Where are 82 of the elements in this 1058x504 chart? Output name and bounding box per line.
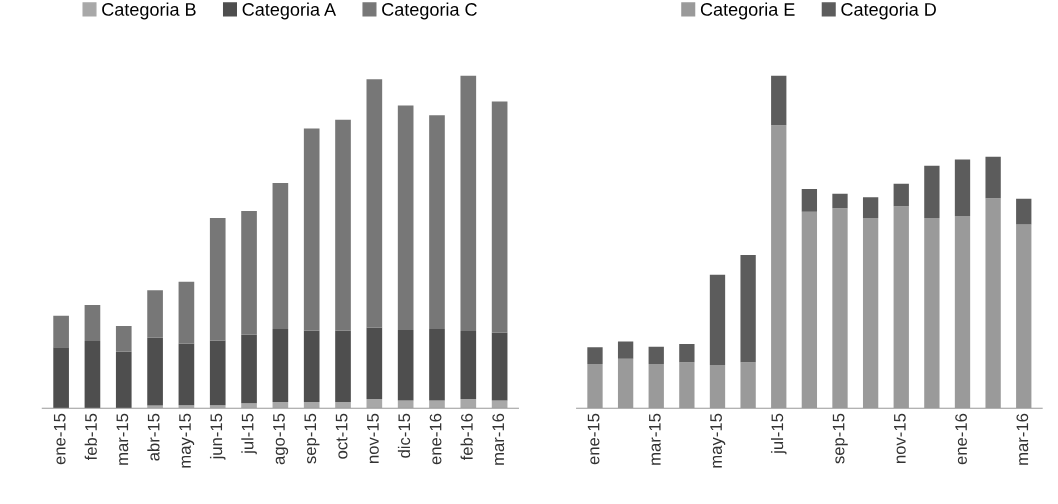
- bar: [709, 274, 726, 365]
- bar: [679, 344, 695, 363]
- bar: [209, 405, 226, 409]
- x-tick-label: mar-15: [116, 413, 129, 465]
- x-tick-label: may-15: [710, 413, 726, 468]
- bar: [740, 254, 756, 363]
- bar: [771, 75, 787, 126]
- bar: [862, 197, 879, 218]
- x-tick-label: oct-15: [335, 413, 348, 459]
- bar: [985, 156, 1001, 199]
- x-tick-label: nov-15: [367, 413, 379, 463]
- bar: [587, 347, 603, 364]
- bar: [53, 315, 69, 348]
- bar: [397, 105, 414, 331]
- x-tick-label: mar-16: [492, 413, 505, 465]
- bar: [147, 337, 163, 406]
- x-tick-label: ene-15: [587, 413, 600, 465]
- bar: [272, 329, 289, 402]
- x-tick-label: ene-16: [429, 413, 442, 465]
- bar: [491, 332, 508, 401]
- bar: [429, 115, 445, 330]
- bar: [335, 119, 351, 331]
- bar: [303, 128, 320, 331]
- bar: [272, 401, 289, 409]
- bar: [53, 347, 69, 409]
- bar: [178, 343, 195, 406]
- bar: [397, 330, 414, 401]
- bar: [832, 193, 848, 209]
- bar: [147, 290, 163, 338]
- legend-label: Categoria B: [102, 2, 196, 20]
- bar: [84, 305, 101, 342]
- x-tick-label: abr-15: [147, 413, 160, 461]
- bar: [460, 75, 477, 332]
- bar: [366, 79, 383, 328]
- x-tick-label: jun-15: [209, 413, 226, 460]
- legend-label: Categoria C: [382, 2, 477, 20]
- x-tick-label: ene-15: [53, 413, 66, 465]
- x-tick-label: jul-15: [770, 413, 787, 455]
- legend-label: Categoria D: [841, 2, 936, 20]
- bar: [924, 165, 940, 218]
- bar: [893, 183, 909, 207]
- x-tick-label: ene-16: [955, 413, 967, 465]
- bar: [241, 334, 257, 404]
- bar: [617, 341, 634, 359]
- bar: [178, 405, 195, 409]
- x-tick-label: sep-15: [832, 413, 848, 464]
- bar: [801, 189, 818, 212]
- x-tick-label: feb-15: [84, 413, 97, 461]
- bar: [460, 398, 477, 409]
- bar: [335, 401, 351, 409]
- bar: [648, 346, 664, 364]
- bar: [84, 341, 101, 409]
- bar: [303, 401, 320, 409]
- legend-label: Categoria A: [242, 2, 337, 20]
- bar: [491, 101, 508, 333]
- bar: [460, 331, 477, 399]
- bar: [115, 326, 132, 352]
- x-tick-label: mar-16: [1016, 413, 1029, 465]
- legend-label: Categoria E: [700, 2, 795, 20]
- bar: [335, 330, 351, 402]
- bar: [178, 281, 195, 344]
- x-tick-label: dic-15: [397, 413, 411, 458]
- x-tick-label: sep-15: [304, 413, 320, 464]
- bar: [209, 340, 226, 406]
- bar: [209, 217, 226, 341]
- bar: [272, 183, 289, 330]
- bar: [366, 327, 383, 399]
- bar: [115, 351, 132, 409]
- bar: [1016, 198, 1032, 225]
- bar: [366, 398, 383, 409]
- bar: [429, 400, 445, 409]
- x-tick-label: ago-15: [273, 413, 289, 465]
- x-tick-label: jul-15: [241, 413, 257, 455]
- x-tick-label: feb-16: [460, 413, 473, 461]
- bar: [954, 159, 971, 216]
- bar: [303, 330, 320, 402]
- x-tick-label: nov-15: [894, 413, 906, 463]
- bar: [241, 210, 257, 335]
- bar: [429, 329, 445, 401]
- x-tick-label: mar-15: [649, 413, 661, 465]
- x-tick-label: may-15: [179, 413, 195, 468]
- bar: [241, 403, 257, 409]
